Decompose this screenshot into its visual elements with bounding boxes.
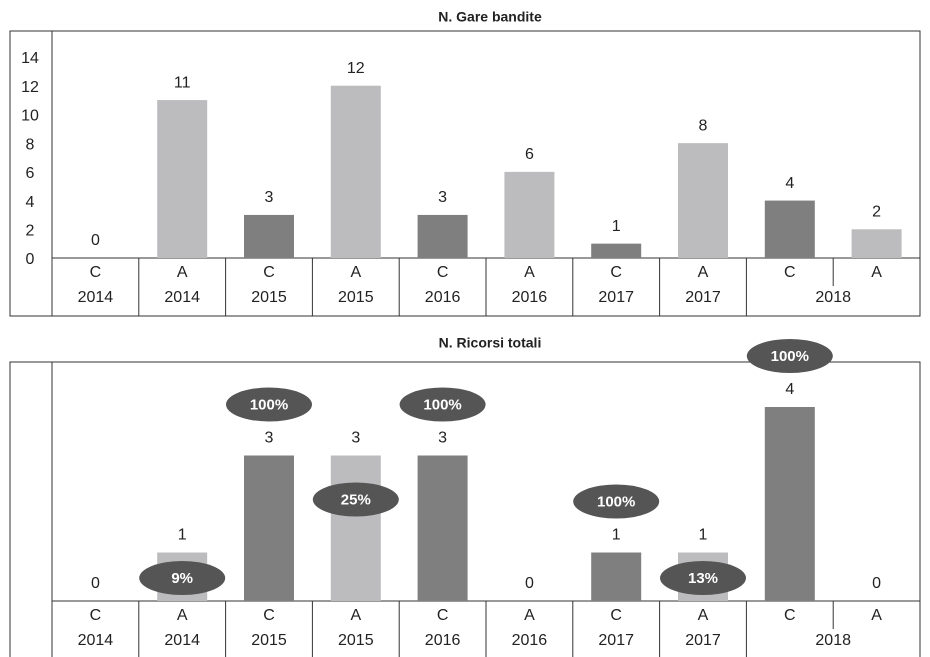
- percentage-badge: [660, 561, 746, 595]
- x-group-label: 2017: [685, 632, 721, 649]
- y-tick-label: 4: [26, 194, 35, 211]
- x-group-label: 2015: [338, 289, 374, 306]
- x-tick-label: A: [698, 607, 709, 624]
- value-label: 3: [265, 189, 274, 206]
- percentage-label: 13%: [688, 570, 718, 587]
- x-group-label: 2015: [338, 632, 374, 649]
- percentage-label: 25%: [341, 491, 371, 508]
- x-tick-label: A: [698, 264, 709, 281]
- value-label: 12: [347, 60, 365, 77]
- bar: [591, 243, 642, 258]
- x-group-label: 2014: [164, 632, 200, 649]
- y-tick-label: 14: [21, 50, 39, 67]
- bar: [678, 143, 728, 258]
- value-label: 1: [612, 218, 621, 235]
- value-label: 4: [785, 381, 794, 398]
- x-tick-label: A: [524, 264, 535, 281]
- value-label: 3: [265, 430, 274, 447]
- x-group-label: 2016: [425, 289, 461, 306]
- x-tick-label: C: [263, 264, 275, 281]
- value-label: 3: [438, 430, 447, 447]
- x-group-label: 2016: [512, 632, 548, 649]
- x-tick-label: C: [610, 607, 622, 624]
- y-tick-label: 12: [21, 79, 39, 96]
- x-tick-label: A: [350, 607, 361, 624]
- y-tick-label: 0: [26, 251, 35, 268]
- percentage-badge: [139, 561, 226, 595]
- x-group-label: 2015: [251, 632, 287, 649]
- value-label: 4: [785, 175, 794, 192]
- value-label: 11: [174, 74, 191, 91]
- y-tick-label: 8: [26, 136, 35, 153]
- x-tick-label: A: [524, 607, 535, 624]
- y-tick-label: 2: [26, 223, 35, 240]
- percentage-label: 100%: [597, 493, 635, 510]
- value-label: 1: [178, 527, 187, 544]
- bar: [330, 85, 381, 258]
- percentage-label: 100%: [771, 348, 809, 365]
- x-group-label: 2015: [251, 289, 287, 306]
- bar: [330, 455, 381, 601]
- percentage-badge: [573, 484, 660, 519]
- percentage-badge: [746, 339, 833, 373]
- x-group-label: 2017: [685, 289, 721, 306]
- value-label: 6: [525, 146, 534, 163]
- x-tick-label: C: [90, 264, 102, 281]
- x-group-label: 2017: [598, 632, 634, 649]
- x-group-label: 2014: [164, 289, 200, 306]
- bar: [764, 407, 815, 601]
- bar: [157, 100, 208, 258]
- bar: [417, 455, 468, 601]
- x-tick-label: C: [784, 264, 796, 281]
- x-group-label: 2018: [815, 632, 851, 649]
- bar: [504, 171, 555, 258]
- x-tick-label: C: [437, 264, 449, 281]
- value-label: 2: [872, 204, 881, 221]
- x-group-label: 2017: [598, 289, 634, 306]
- percentage-label: 100%: [423, 396, 461, 413]
- percentage-badge: [226, 387, 312, 422]
- x-tick-label: A: [350, 264, 361, 281]
- x-tick-label: C: [610, 264, 622, 281]
- x-tick-label: A: [177, 264, 188, 281]
- chart-title: N. Gare bandite: [438, 9, 542, 25]
- x-tick-label: C: [90, 607, 102, 624]
- chart-frame: [9, 361, 921, 657]
- value-label: 0: [872, 575, 881, 592]
- value-label: 0: [91, 575, 100, 592]
- x-tick-label: A: [871, 607, 882, 624]
- chart-frame: [9, 30, 921, 317]
- bar: [851, 229, 902, 258]
- value-label: 0: [525, 575, 534, 592]
- value-label: 1: [612, 527, 621, 544]
- bar: [591, 552, 642, 601]
- bar: [244, 214, 294, 258]
- value-label: 8: [699, 117, 708, 134]
- x-group-label: 2016: [512, 289, 548, 306]
- y-tick-label: 10: [21, 108, 39, 125]
- x-tick-label: C: [437, 607, 449, 624]
- x-tick-label: C: [784, 607, 796, 624]
- x-tick-label: A: [177, 607, 188, 624]
- y-tick-label: 6: [26, 165, 35, 182]
- percentage-label: 100%: [250, 396, 288, 413]
- x-group-label: 2016: [425, 632, 461, 649]
- x-group-label: 2014: [78, 632, 114, 649]
- value-label: 1: [699, 527, 708, 544]
- bar: [764, 200, 815, 258]
- value-label: 3: [351, 430, 360, 447]
- value-label: 3: [438, 189, 447, 206]
- value-label: 0: [91, 232, 100, 249]
- bar: [244, 455, 294, 601]
- percentage-badge: [399, 387, 486, 422]
- percentage-label: 9%: [171, 570, 193, 587]
- x-tick-label: A: [871, 264, 882, 281]
- chart-title: N. Ricorsi totali: [439, 335, 542, 351]
- bar: [417, 214, 468, 258]
- percentage-badge: [312, 482, 399, 517]
- x-tick-label: C: [263, 607, 275, 624]
- x-group-label: 2018: [815, 289, 851, 306]
- x-group-label: 2014: [78, 289, 114, 306]
